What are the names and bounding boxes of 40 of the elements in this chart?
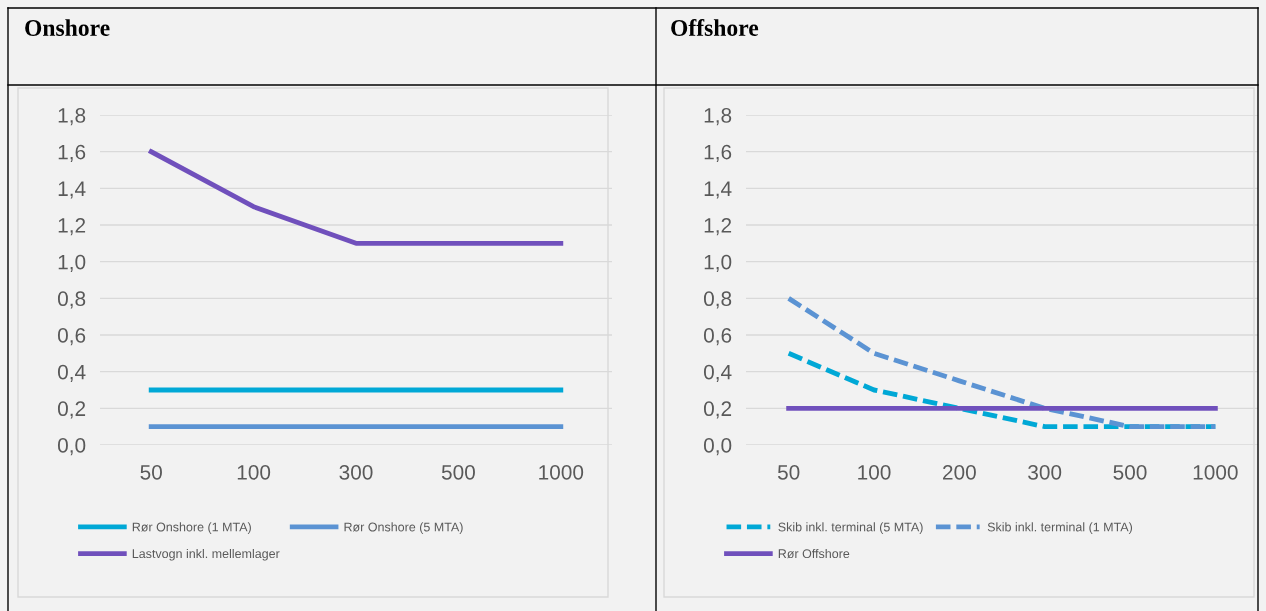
legend-label: Skib inkl. terminal (5 MTA) [778,522,923,534]
x-tick-label: 50 [140,464,162,480]
y-tick-label: 0,2 [57,401,86,419]
y-tick-label: 0,6 [57,328,86,346]
y-tick-label: 1,6 [704,144,732,162]
x-tick-label: 500 [441,464,475,480]
y-tick-label: 0,0 [57,438,86,456]
y-tick-label: 1,2 [704,218,732,236]
legend-label: Rør Offshore [778,548,850,559]
x-tick-label: 200 [943,464,976,480]
y-tick-label: 0,8 [703,291,732,309]
chart-title: Offshore [671,19,759,36]
x-tick-label: 50 [777,464,800,480]
y-tick-label: 1,2 [58,218,86,236]
y-tick-label: 0,0 [703,438,732,456]
y-tick-label: 1,0 [58,254,86,272]
y-tick-label: 0,6 [703,328,732,346]
x-tick-label: 300 [339,464,373,480]
x-tick-label: 1000 [539,464,584,480]
legend-label: Rør Onshore (5 MTA) [344,522,463,534]
y-tick-label: 1,4 [704,181,732,199]
y-tick-label: 1,8 [704,108,732,126]
y-tick-label: 0,2 [703,401,732,419]
x-tick-label: 100 [237,464,271,480]
line-series [786,295,1218,430]
legend-label: Rør Onshore (1 MTA) [132,522,251,534]
y-tick-label: 1,8 [58,108,86,126]
legend-label: Lastvogn inkl. mellemlager [132,548,280,561]
y-tick-label: 0,4 [57,364,86,382]
y-tick-label: 1,0 [704,254,732,272]
y-tick-label: 0,8 [57,291,86,309]
x-tick-label: 500 [1113,464,1147,480]
y-tick-label: 1,4 [58,181,86,199]
y-tick-label: 0,4 [703,364,732,382]
y-tick-label: 1,6 [58,144,86,162]
x-tick-label: 100 [858,464,891,480]
legend-label: Skib inkl. terminal (1 MTA) [987,522,1133,534]
chart-title: Onshore [25,19,110,36]
x-tick-label: 300 [1028,464,1062,480]
x-tick-label: 1000 [1193,464,1238,480]
